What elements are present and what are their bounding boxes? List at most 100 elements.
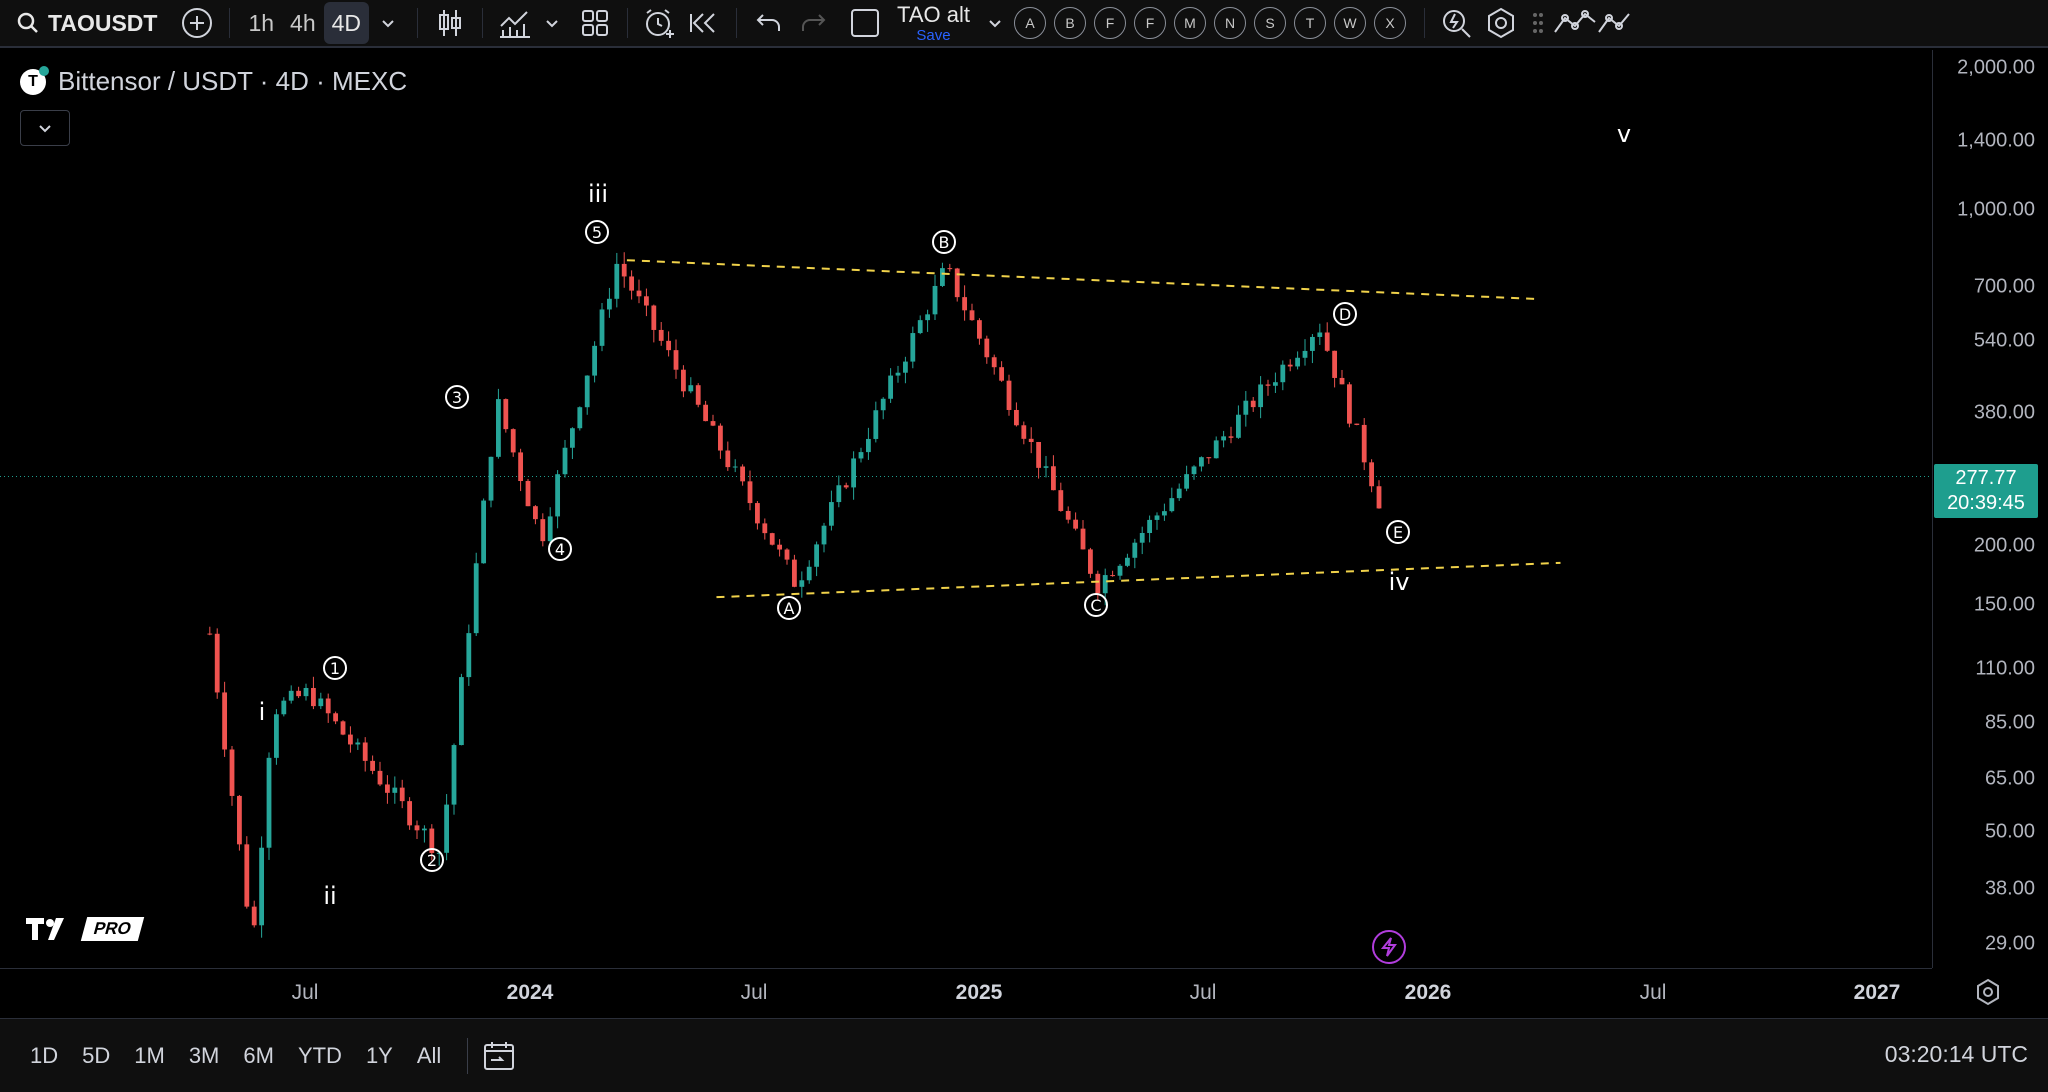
candle-up [1221, 436, 1227, 441]
interval-1h[interactable]: 1h [248, 9, 275, 36]
compare-symbol-button[interactable] [175, 0, 219, 46]
wave-label-iv: iv [1388, 568, 1410, 596]
current-price: 277.77 [1955, 467, 2017, 489]
interval-4h[interactable]: 4h [290, 9, 316, 36]
time-tick: 2024 [506, 981, 554, 1004]
candle-down [533, 506, 538, 520]
candle-down [244, 844, 250, 907]
undo-button[interactable] [747, 0, 791, 46]
chart-canvas[interactable] [0, 50, 1932, 968]
candle-down [207, 633, 213, 635]
candle-down [1376, 486, 1382, 509]
range-1y[interactable]: 1Y [365, 1042, 393, 1068]
settings-button[interactable] [1479, 0, 1523, 46]
candle-up [1139, 532, 1145, 543]
candle-up [288, 690, 294, 701]
drawing-tool-button-2[interactable] [1597, 0, 1641, 46]
candle-down [621, 263, 627, 277]
interval-dropdown[interactable] [369, 0, 407, 46]
indicators-icon [500, 11, 531, 38]
candle-down [969, 310, 975, 321]
range-all[interactable]: All [416, 1042, 442, 1068]
quick-search-button[interactable] [1435, 0, 1479, 46]
range-5d[interactable]: 5D [82, 1042, 111, 1068]
candle-down [703, 404, 709, 422]
range-6m[interactable]: 6M [243, 1042, 274, 1068]
wave-label-ii: ii [323, 882, 337, 910]
indicators-button[interactable] [493, 0, 537, 46]
trend-path-icon [1554, 10, 1596, 33]
candle-down [1095, 573, 1101, 594]
fullscreen-toggle[interactable] [843, 0, 887, 46]
axis-settings-button[interactable] [1974, 978, 2002, 1011]
wave-circle-B: B [932, 230, 956, 254]
candle-up [281, 700, 287, 715]
candle-up [1147, 519, 1153, 533]
legend-collapse-button[interactable] [20, 110, 70, 146]
symbol-search[interactable]: TAOUSDT [0, 0, 158, 46]
bittensor-logo-icon: T [20, 65, 49, 95]
wave-circle-2: 2 [420, 848, 444, 872]
candle-up [799, 580, 805, 587]
chart-type-button[interactable] [428, 0, 472, 46]
candle-down [1051, 466, 1056, 491]
goto-date-button[interactable] [482, 1040, 516, 1072]
alert-letter-f2[interactable]: F [1134, 7, 1166, 39]
range-1d[interactable]: 1D [30, 1042, 59, 1068]
alert-letter-w[interactable]: W [1334, 7, 1366, 39]
candle-down [666, 340, 672, 351]
layout-dropdown[interactable] [980, 0, 1010, 46]
candle-down [658, 329, 664, 341]
tradingview-logo[interactable]: PRO [26, 916, 145, 942]
candle-down [947, 268, 953, 270]
replay-button[interactable] [682, 0, 726, 46]
candle-up [496, 399, 501, 457]
indicators-dropdown[interactable] [537, 0, 567, 46]
range-3m[interactable]: 3M [188, 1042, 220, 1068]
candle-up [1184, 474, 1190, 489]
range-ytd[interactable]: YTD [297, 1042, 342, 1068]
candle-down [1361, 424, 1367, 463]
utc-clock[interactable]: 03:20:14 UTC [1884, 1041, 2028, 1067]
alert-button[interactable] [638, 0, 682, 46]
drawing-tool-button[interactable] [1553, 0, 1597, 46]
chart-legend[interactable]: T Bittensor / USDT · 4D · MEXC [20, 65, 407, 97]
layout-name-button[interactable]: TAO alt Save [887, 0, 980, 46]
candle-up [562, 447, 568, 475]
alert-letter-n[interactable]: N [1214, 7, 1246, 39]
candle-down [673, 350, 679, 370]
candle-up [732, 466, 738, 468]
candle-down [1339, 377, 1345, 385]
price-axis[interactable]: 2,000.00 1,400.00 1,000.00 700.00 540.00… [1932, 50, 2048, 968]
gear-icon [1488, 7, 1514, 39]
alert-letter-t[interactable]: T [1294, 7, 1326, 39]
alert-letter-a[interactable]: A [1014, 7, 1046, 39]
alert-letter-s[interactable]: S [1254, 7, 1286, 39]
candle-up [1043, 466, 1049, 468]
candle-down [510, 429, 516, 453]
wave-circle-3: 3 [445, 385, 469, 409]
alert-letter-f[interactable]: F [1094, 7, 1126, 39]
layout-save-label[interactable]: Save [916, 26, 951, 44]
candle-down [1324, 332, 1330, 351]
candle-up [592, 345, 598, 376]
interval-4D[interactable]: 4D [323, 2, 370, 44]
chart-pane[interactable] [0, 50, 2048, 1019]
layouts-button[interactable] [573, 0, 617, 46]
alert-letter-b[interactable]: B [1054, 7, 1086, 39]
tv-logo-icon [26, 918, 64, 940]
candle-up [1154, 515, 1160, 520]
candle-up [577, 407, 583, 429]
alert-letter-m[interactable]: M [1174, 7, 1206, 39]
symbol-name: TAOUSDT [48, 9, 158, 36]
lightning-button[interactable] [1372, 930, 1406, 964]
redo-icon [802, 14, 826, 31]
candle-down [740, 466, 746, 482]
alert-letter-x[interactable]: X [1374, 7, 1406, 39]
time-axis[interactable]: Jul 2024 Jul 2025 Jul 2026 Jul 2027 [0, 968, 1932, 1017]
drag-handle[interactable] [1523, 0, 1553, 46]
candle-up [1243, 400, 1249, 415]
chevron-down-icon [546, 20, 558, 28]
range-1m[interactable]: 1M [134, 1042, 165, 1068]
redo-button[interactable] [791, 0, 835, 46]
